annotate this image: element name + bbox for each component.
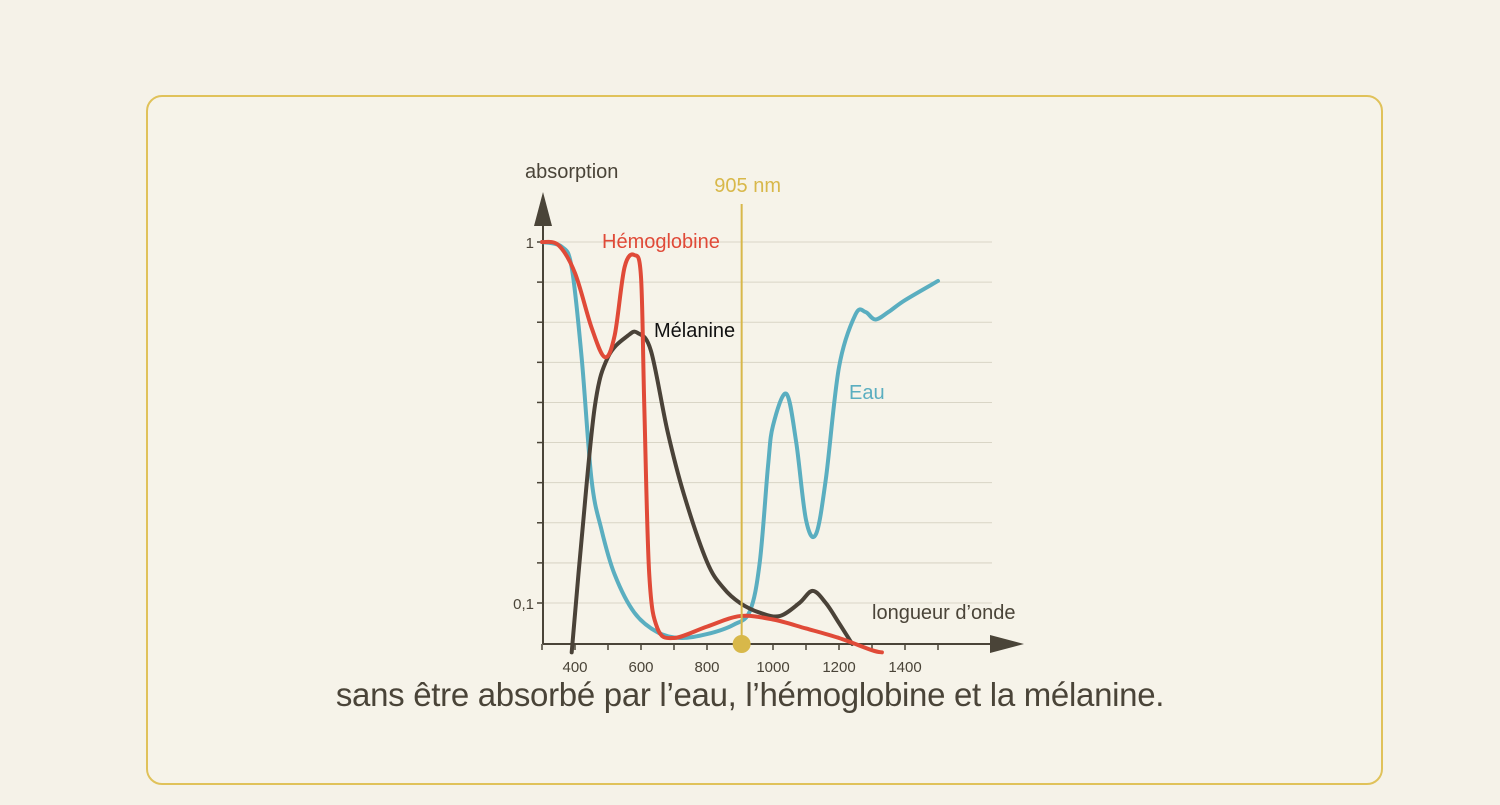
chart-card [146,95,1383,785]
series-line-eau [540,240,940,640]
y-axis-arrow [534,192,552,226]
x-tick-label: 600 [628,659,653,676]
x-tick-label: 400 [562,659,587,676]
chart-caption: sans être absorbé par l’eau, l’hémoglobi… [335,676,1165,713]
y-axis-label: absorption [525,161,618,183]
series-line-melanine [569,329,855,655]
x-axis-label: longueur d’onde [872,602,1015,624]
x-tick-label: 1400 [888,659,921,676]
x-tick-label: 800 [694,659,719,676]
y-tick-label: 1 [526,235,534,252]
series-label-eau: Eau [849,382,885,404]
x-tick-label: 1200 [822,659,855,676]
series-label-melanine: Mélanine [654,320,735,342]
x-tick-label: 1000 [756,659,789,676]
series-label-hemoglobine: Hémoglobine [602,231,720,253]
marker-label: 905 nm [714,175,781,197]
x-axis-arrow [990,635,1024,653]
series-line-hemoglobine [540,239,884,655]
marker-dot [732,635,751,653]
y-tick-label: 0,1 [513,596,534,613]
